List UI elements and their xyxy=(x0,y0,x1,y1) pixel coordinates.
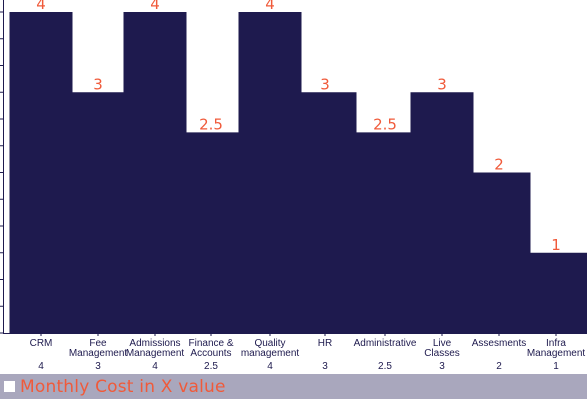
table-value: 4 xyxy=(152,361,158,372)
bar xyxy=(353,132,417,333)
category-label: Assesments xyxy=(472,338,526,349)
bar-value-label: 3 xyxy=(93,75,103,93)
table-value: 3 xyxy=(322,361,328,372)
bar-value-label: 2 xyxy=(494,156,504,174)
table-value: 1 xyxy=(553,361,559,372)
category-label: management xyxy=(241,348,300,359)
bar xyxy=(238,12,302,333)
table-value: 2.5 xyxy=(204,361,218,372)
category-label: Management xyxy=(69,348,128,359)
category-label: Management xyxy=(527,348,586,359)
bar xyxy=(66,92,130,333)
bar xyxy=(123,12,187,333)
bar-value-label: 4 xyxy=(265,0,275,13)
table-value: 3 xyxy=(95,361,101,372)
legend-label: Monthly Cost in X value xyxy=(20,376,226,397)
table-value: 2.5 xyxy=(378,361,392,372)
category-label: Fee xyxy=(89,338,107,349)
table-value: 3 xyxy=(439,361,445,372)
category-label: Infra xyxy=(546,338,566,349)
bar-value-label: 3 xyxy=(320,75,330,93)
bar xyxy=(410,92,474,333)
category-label: Accounts xyxy=(190,348,231,359)
category-label: Classes xyxy=(424,348,460,359)
bar-value-label: 1 xyxy=(551,236,561,254)
category-label: Administrative xyxy=(354,338,417,349)
bar xyxy=(9,12,73,333)
bar xyxy=(179,132,243,333)
bar-value-label: 4 xyxy=(150,0,160,13)
category-label: Live xyxy=(433,338,452,349)
category-label: CRM xyxy=(30,338,53,349)
bar-chart: 4CRM43FeeManagement34AdmissionsManagemen… xyxy=(0,0,587,372)
bar xyxy=(524,252,587,333)
category-label: Finance & xyxy=(188,338,233,349)
table-value: 2 xyxy=(496,361,502,372)
legend-swatch xyxy=(4,381,15,392)
table-value: 4 xyxy=(267,361,273,372)
category-label: HR xyxy=(318,338,332,349)
bar-value-label: 4 xyxy=(36,0,46,13)
legend: Monthly Cost in X value xyxy=(0,374,587,399)
category-label: Quality xyxy=(254,338,285,349)
table-value: 4 xyxy=(38,361,44,372)
bar-value-label: 2.5 xyxy=(199,115,223,133)
bar xyxy=(467,172,531,333)
bar-value-label: 3 xyxy=(437,75,447,93)
category-label: Admissions xyxy=(129,338,180,349)
bar xyxy=(293,92,357,333)
bar-value-label: 2.5 xyxy=(373,115,397,133)
category-label: Management xyxy=(126,348,185,359)
